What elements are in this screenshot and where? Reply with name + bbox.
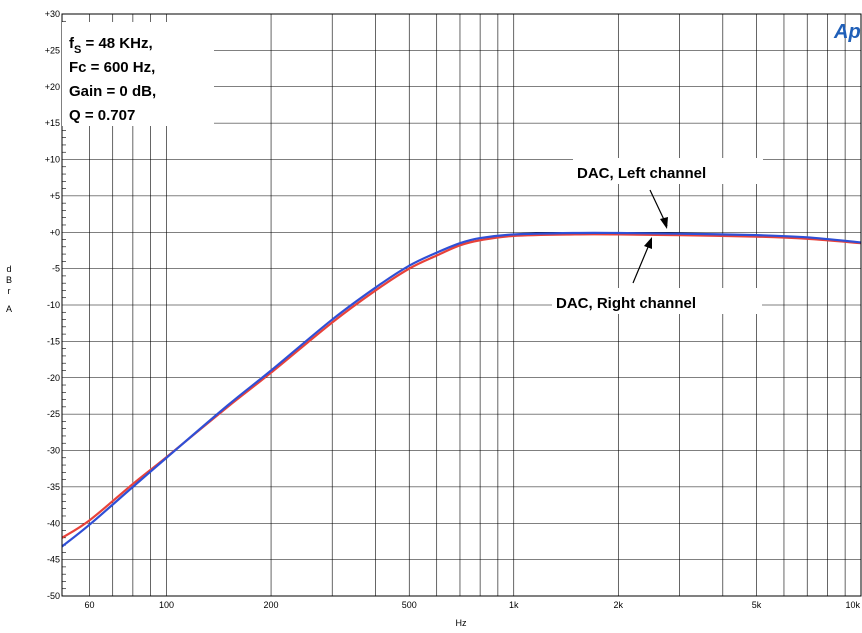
ylabel-a: A bbox=[6, 304, 12, 314]
y-tick-label: -45 bbox=[47, 555, 60, 565]
y-tick-label: +20 bbox=[45, 82, 60, 92]
param-fc: Fc = 600 Hz, bbox=[69, 59, 155, 76]
x-tick-label: 100 bbox=[159, 600, 174, 610]
y-tick-labels: +30 +25 +20 +15 +10 +5 +0 -5 -10 -15 -20 -25 -30 -35 -… bbox=[45, 9, 60, 601]
y-tick-label: +5 bbox=[50, 191, 60, 201]
x-tick-label: 60 bbox=[84, 600, 94, 610]
y-tick-label: +10 bbox=[45, 155, 60, 165]
right-channel-callout: DAC, Right channel bbox=[552, 237, 762, 314]
y-tick-label: -10 bbox=[47, 300, 60, 310]
left-channel-line bbox=[61, 231, 862, 548]
ylabel-d: d bbox=[6, 264, 11, 274]
y-tick-label: -20 bbox=[47, 373, 60, 383]
y-tick-label: -40 bbox=[47, 518, 60, 528]
left-channel-arrowhead bbox=[660, 217, 668, 229]
y-axis-label: d B r A bbox=[6, 264, 12, 314]
x-tick-label: 10k bbox=[845, 600, 860, 610]
ylabel-r: r bbox=[8, 286, 11, 296]
x-tick-label: 1k bbox=[509, 600, 519, 610]
y-tick-label: +0 bbox=[50, 227, 60, 237]
left-channel-callout: DAC, Left channel bbox=[573, 158, 763, 229]
y-tick-label: +30 bbox=[45, 9, 60, 19]
y-tick-label: -15 bbox=[47, 336, 60, 346]
param-q: Q = 0.707 bbox=[69, 107, 135, 124]
right-channel-label: DAC, Right channel bbox=[556, 295, 696, 312]
x-tick-label: 5k bbox=[752, 600, 762, 610]
ylabel-b: B bbox=[6, 275, 12, 285]
y-tick-label: +15 bbox=[45, 118, 60, 128]
right-channel-arrowhead bbox=[644, 237, 652, 249]
x-tick-labels: 60 100 200 500 1k 2k 5k 10k bbox=[84, 600, 860, 610]
param-gain: Gain = 0 dB, bbox=[69, 83, 156, 100]
y-tick-label: -50 bbox=[47, 591, 60, 601]
plot-frame bbox=[61, 13, 862, 597]
x-tick-label: 200 bbox=[264, 600, 279, 610]
ap-logo: Ap bbox=[833, 21, 861, 43]
series-lines bbox=[61, 231, 862, 548]
y-tick-label: -5 bbox=[52, 264, 60, 274]
param-fs: fS = 48 KHz, bbox=[69, 35, 153, 56]
y-tick-label: -25 bbox=[47, 409, 60, 419]
y-tick-label: -35 bbox=[47, 482, 60, 492]
x-tick-label: 500 bbox=[402, 600, 417, 610]
y-tick-label: +25 bbox=[45, 45, 60, 55]
y-tick-label: -30 bbox=[47, 446, 60, 456]
parameters-box: fS = 48 KHz, Fc = 600 Hz, Gain = 0 dB, Q… bbox=[62, 22, 214, 126]
x-axis-label: Hz bbox=[456, 618, 467, 628]
left-channel-label: DAC, Left channel bbox=[577, 165, 706, 182]
x-tick-label: 2k bbox=[614, 600, 624, 610]
